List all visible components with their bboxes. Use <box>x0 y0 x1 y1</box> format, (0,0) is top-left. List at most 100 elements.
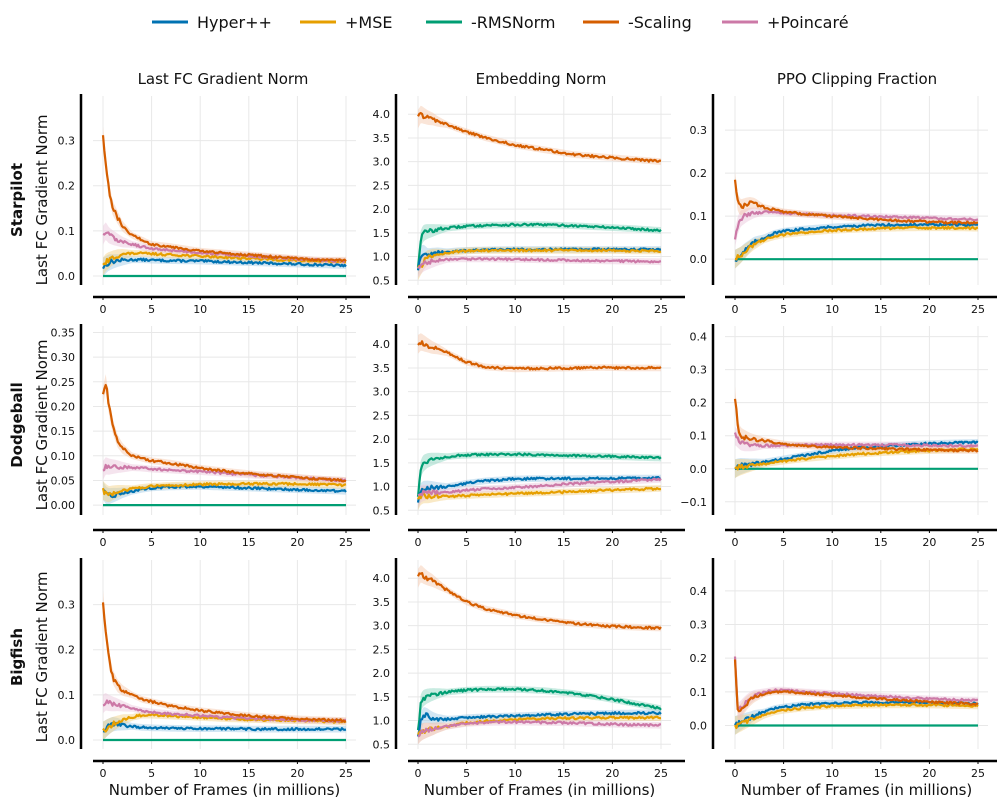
y-tick-label: 1.5 <box>373 691 391 704</box>
y-tick-label: 0.1 <box>690 686 708 699</box>
band-mse <box>735 445 978 479</box>
x-axis-label: Number of Frames (in millions) <box>741 781 973 799</box>
y-tick-label: 4.0 <box>373 108 391 121</box>
y-tick-label: 4.0 <box>373 572 391 585</box>
y-tick-label: 0.1 <box>690 210 708 223</box>
x-axis-label: Number of Frames (in millions) <box>424 781 656 799</box>
x-tick-label: 0 <box>415 303 422 316</box>
column-title-0: Last FC Gradient Norm <box>138 70 309 88</box>
x-tick-label: 5 <box>463 303 470 316</box>
x-tick-label: 5 <box>780 536 787 549</box>
series-line-scaling <box>101 383 347 483</box>
y-tick-label: 2.5 <box>373 409 391 422</box>
x-tick-label: 15 <box>557 303 571 316</box>
series-line-hyper <box>102 257 347 270</box>
x-tick-label: 15 <box>874 303 888 316</box>
y-tick-label: 1.0 <box>373 481 391 494</box>
y-tick-label: 0.20 <box>51 400 76 413</box>
x-tick-label: 0 <box>415 536 422 549</box>
series-line-poincare <box>417 477 662 497</box>
x-tick-label: 10 <box>825 303 839 316</box>
y-tick-label: 0.3 <box>690 364 708 377</box>
x-axis-label: Number of Frames (in millions) <box>109 781 341 799</box>
panel-0-0: 0.0 0.1 0.2 0.3 0 5 10 15 20 25 <box>58 94 370 316</box>
x-tick-label: 0 <box>732 767 739 780</box>
series-line-scaling <box>417 572 662 630</box>
y-tick-label: 2.5 <box>373 643 391 656</box>
y-tick-label: 0.0 <box>690 253 708 266</box>
y-tick-label: 0.0 <box>690 719 708 732</box>
series-line-rms <box>416 222 662 268</box>
x-tick-label: 20 <box>605 536 619 549</box>
x-tick-label: 15 <box>874 536 888 549</box>
x-tick-label: 15 <box>874 767 888 780</box>
y-tick-label: 0.05 <box>51 474 76 487</box>
series-line-scaling <box>417 111 662 163</box>
x-tick-label: 10 <box>508 536 522 549</box>
column-title-2: PPO Clipping Fraction <box>777 70 937 88</box>
y-tick-label: 1.5 <box>373 457 391 470</box>
y-tick-label: 3.0 <box>373 620 391 633</box>
band-mse <box>735 701 978 735</box>
x-tick-label: 5 <box>463 536 470 549</box>
x-tick-label: 5 <box>148 536 155 549</box>
series-line-hyper <box>734 222 979 262</box>
x-tick-label: 25 <box>339 767 353 780</box>
legend-label-poincare: +Poincaré <box>767 13 849 32</box>
x-tick-label: 0 <box>100 303 107 316</box>
y-tick-label: 0.15 <box>51 425 76 438</box>
legend-label-hyper: Hyper++ <box>197 13 272 32</box>
y-tick-label: 3.0 <box>373 386 391 399</box>
row-labels: Starpilot Last FC Gradient Norm Dodgeball L… <box>8 115 51 743</box>
x-tick-label: 0 <box>732 536 739 549</box>
band-hyper <box>418 244 661 278</box>
series-line-mse <box>417 486 662 500</box>
y-tick-label: 0.3 <box>58 135 76 148</box>
panels: 0.00.10.20.30 5 10 15 20 250.51.01.52.02.53.0… <box>51 94 997 799</box>
y-tick-label: 0.3 <box>58 599 76 612</box>
x-tick-label: 10 <box>825 536 839 549</box>
series-line-scaling <box>733 398 979 453</box>
y-tick-label: 3.5 <box>373 596 391 609</box>
x-tick-label: 20 <box>290 536 304 549</box>
band-scaling <box>735 648 978 723</box>
series-line-hyper <box>416 710 662 737</box>
band-scaling <box>418 565 661 632</box>
x-tick-label: 10 <box>508 303 522 316</box>
y-tick-label: 0.30 <box>51 351 76 364</box>
x-tick-label: 5 <box>148 303 155 316</box>
x-tick-label: 20 <box>922 767 936 780</box>
series-line-scaling <box>733 659 979 713</box>
y-tick-label: 0.3 <box>690 124 708 137</box>
y-tick-label: 3.5 <box>373 132 391 145</box>
x-tick-label: 25 <box>971 536 985 549</box>
x-tick-label: 25 <box>339 303 353 316</box>
y-tick-label: 0.4 <box>690 331 708 344</box>
y-tick-label: 2.0 <box>373 433 391 446</box>
y-axis-label: Last FC Gradient Norm <box>33 572 51 743</box>
row-label-bigfish: Bigfish <box>8 628 26 686</box>
panel-1-0: 0.00 0.05 0.10 0.15 0.20 0.25 0.30 0.35 0 5 10 15 20… <box>51 324 370 549</box>
x-tick-label: 5 <box>463 767 470 780</box>
y-tick-label: 0.3 <box>690 619 708 632</box>
panel-1-1: 0.5 1.0 1.5 2.0 2.5 3.0 3.5 4.0 0 5 10 15 20 25 <box>373 324 685 549</box>
row-label-starpilot: Starpilot <box>8 163 26 237</box>
x-tick-label: 0 <box>100 767 107 780</box>
y-tick-label: 0.2 <box>690 397 708 410</box>
y-tick-label: 0.1 <box>690 430 708 443</box>
series-line-scaling <box>733 179 978 225</box>
series-line-poincare <box>733 210 979 240</box>
x-tick-label: 20 <box>922 303 936 316</box>
panel-0-2: 0.0 0.1 0.2 0.3 0 5 10 15 20 25 <box>690 94 997 316</box>
series-line-scaling <box>417 340 662 371</box>
band-rms <box>418 221 661 276</box>
y-tick-label: 0.1 <box>58 689 76 702</box>
series-line-rms <box>416 452 662 497</box>
y-tick-label: 0.5 <box>373 504 391 517</box>
x-tick-label: 20 <box>605 767 619 780</box>
y-tick-label: 0.0 <box>58 270 76 283</box>
y-tick-label: 0.5 <box>373 738 391 751</box>
x-tick-label: 10 <box>825 767 839 780</box>
